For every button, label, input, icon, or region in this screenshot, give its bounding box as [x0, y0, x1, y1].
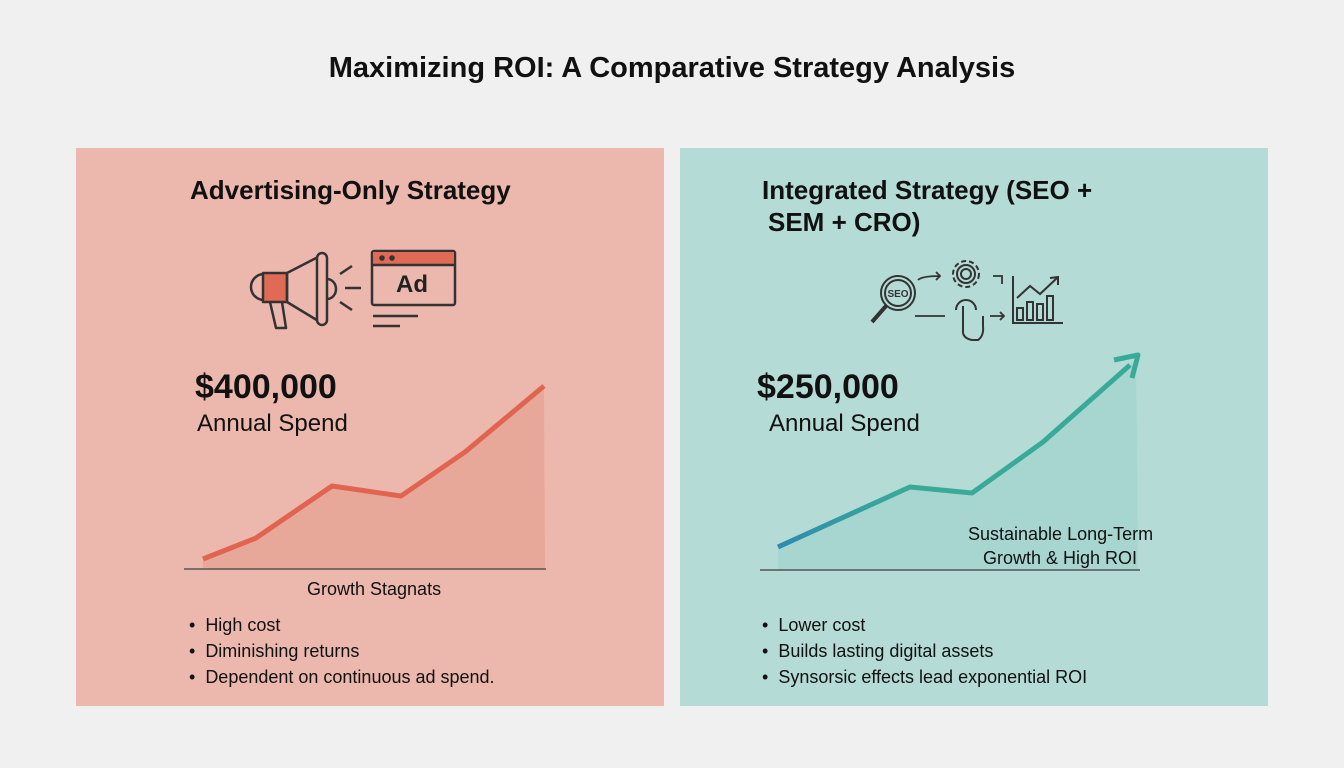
- right-heading-line1: Integrated Strategy (SEO +: [762, 175, 1093, 205]
- list-item: Builds lasting digital assets: [762, 638, 1087, 664]
- right-chart-caption-line1: Sustainable Long-Term: [968, 524, 1154, 544]
- megaphone-icon: [249, 251, 361, 330]
- growth-chart-icon: [1012, 275, 1063, 324]
- seo-label: SEO: [887, 289, 908, 300]
- right-heading-line2: SEM + CRO): [768, 207, 921, 237]
- ad-label: Ad: [396, 271, 428, 298]
- left-chart-caption: Growth Stagnats: [307, 579, 442, 599]
- left-chart-line: [202, 384, 546, 562]
- flow-arrows-icon: [915, 271, 1006, 321]
- click-hand-icon: [955, 299, 985, 341]
- right-chart-line: [776, 363, 1132, 550]
- ad-window-icon: [370, 249, 457, 328]
- list-item: Lower cost: [762, 612, 1087, 638]
- left-bullet-list: High cost Diminishing returns Dependent …: [189, 612, 495, 690]
- right-amount-label: Annual Spend: [769, 410, 920, 437]
- right-amount: $250,000: [757, 368, 899, 406]
- page-title: Maximizing ROI: A Comparative Strategy A…: [328, 52, 1016, 84]
- seo-magnifier-icon: [870, 275, 916, 324]
- list-item: Dependent on continuous ad spend.: [189, 664, 494, 690]
- left-heading: Advertising-Only Strategy: [190, 175, 511, 205]
- arrowhead-icon: [1113, 352, 1141, 379]
- list-item: Synsorsic effects lead exponential ROI: [762, 664, 1087, 690]
- left-amount-label: Annual Spend: [197, 410, 348, 437]
- right-chart-caption-line2: Growth & High ROI: [983, 548, 1138, 568]
- gear-icon: [952, 260, 980, 288]
- left-amount: $400,000: [195, 368, 337, 406]
- right-chart-area: [778, 360, 1138, 570]
- list-item: High cost: [189, 612, 495, 638]
- list-item: Diminishing returns: [189, 638, 495, 664]
- right-bullet-list: Lower cost Builds lasting digital assets…: [762, 612, 1087, 690]
- left-chart-area: [203, 386, 545, 569]
